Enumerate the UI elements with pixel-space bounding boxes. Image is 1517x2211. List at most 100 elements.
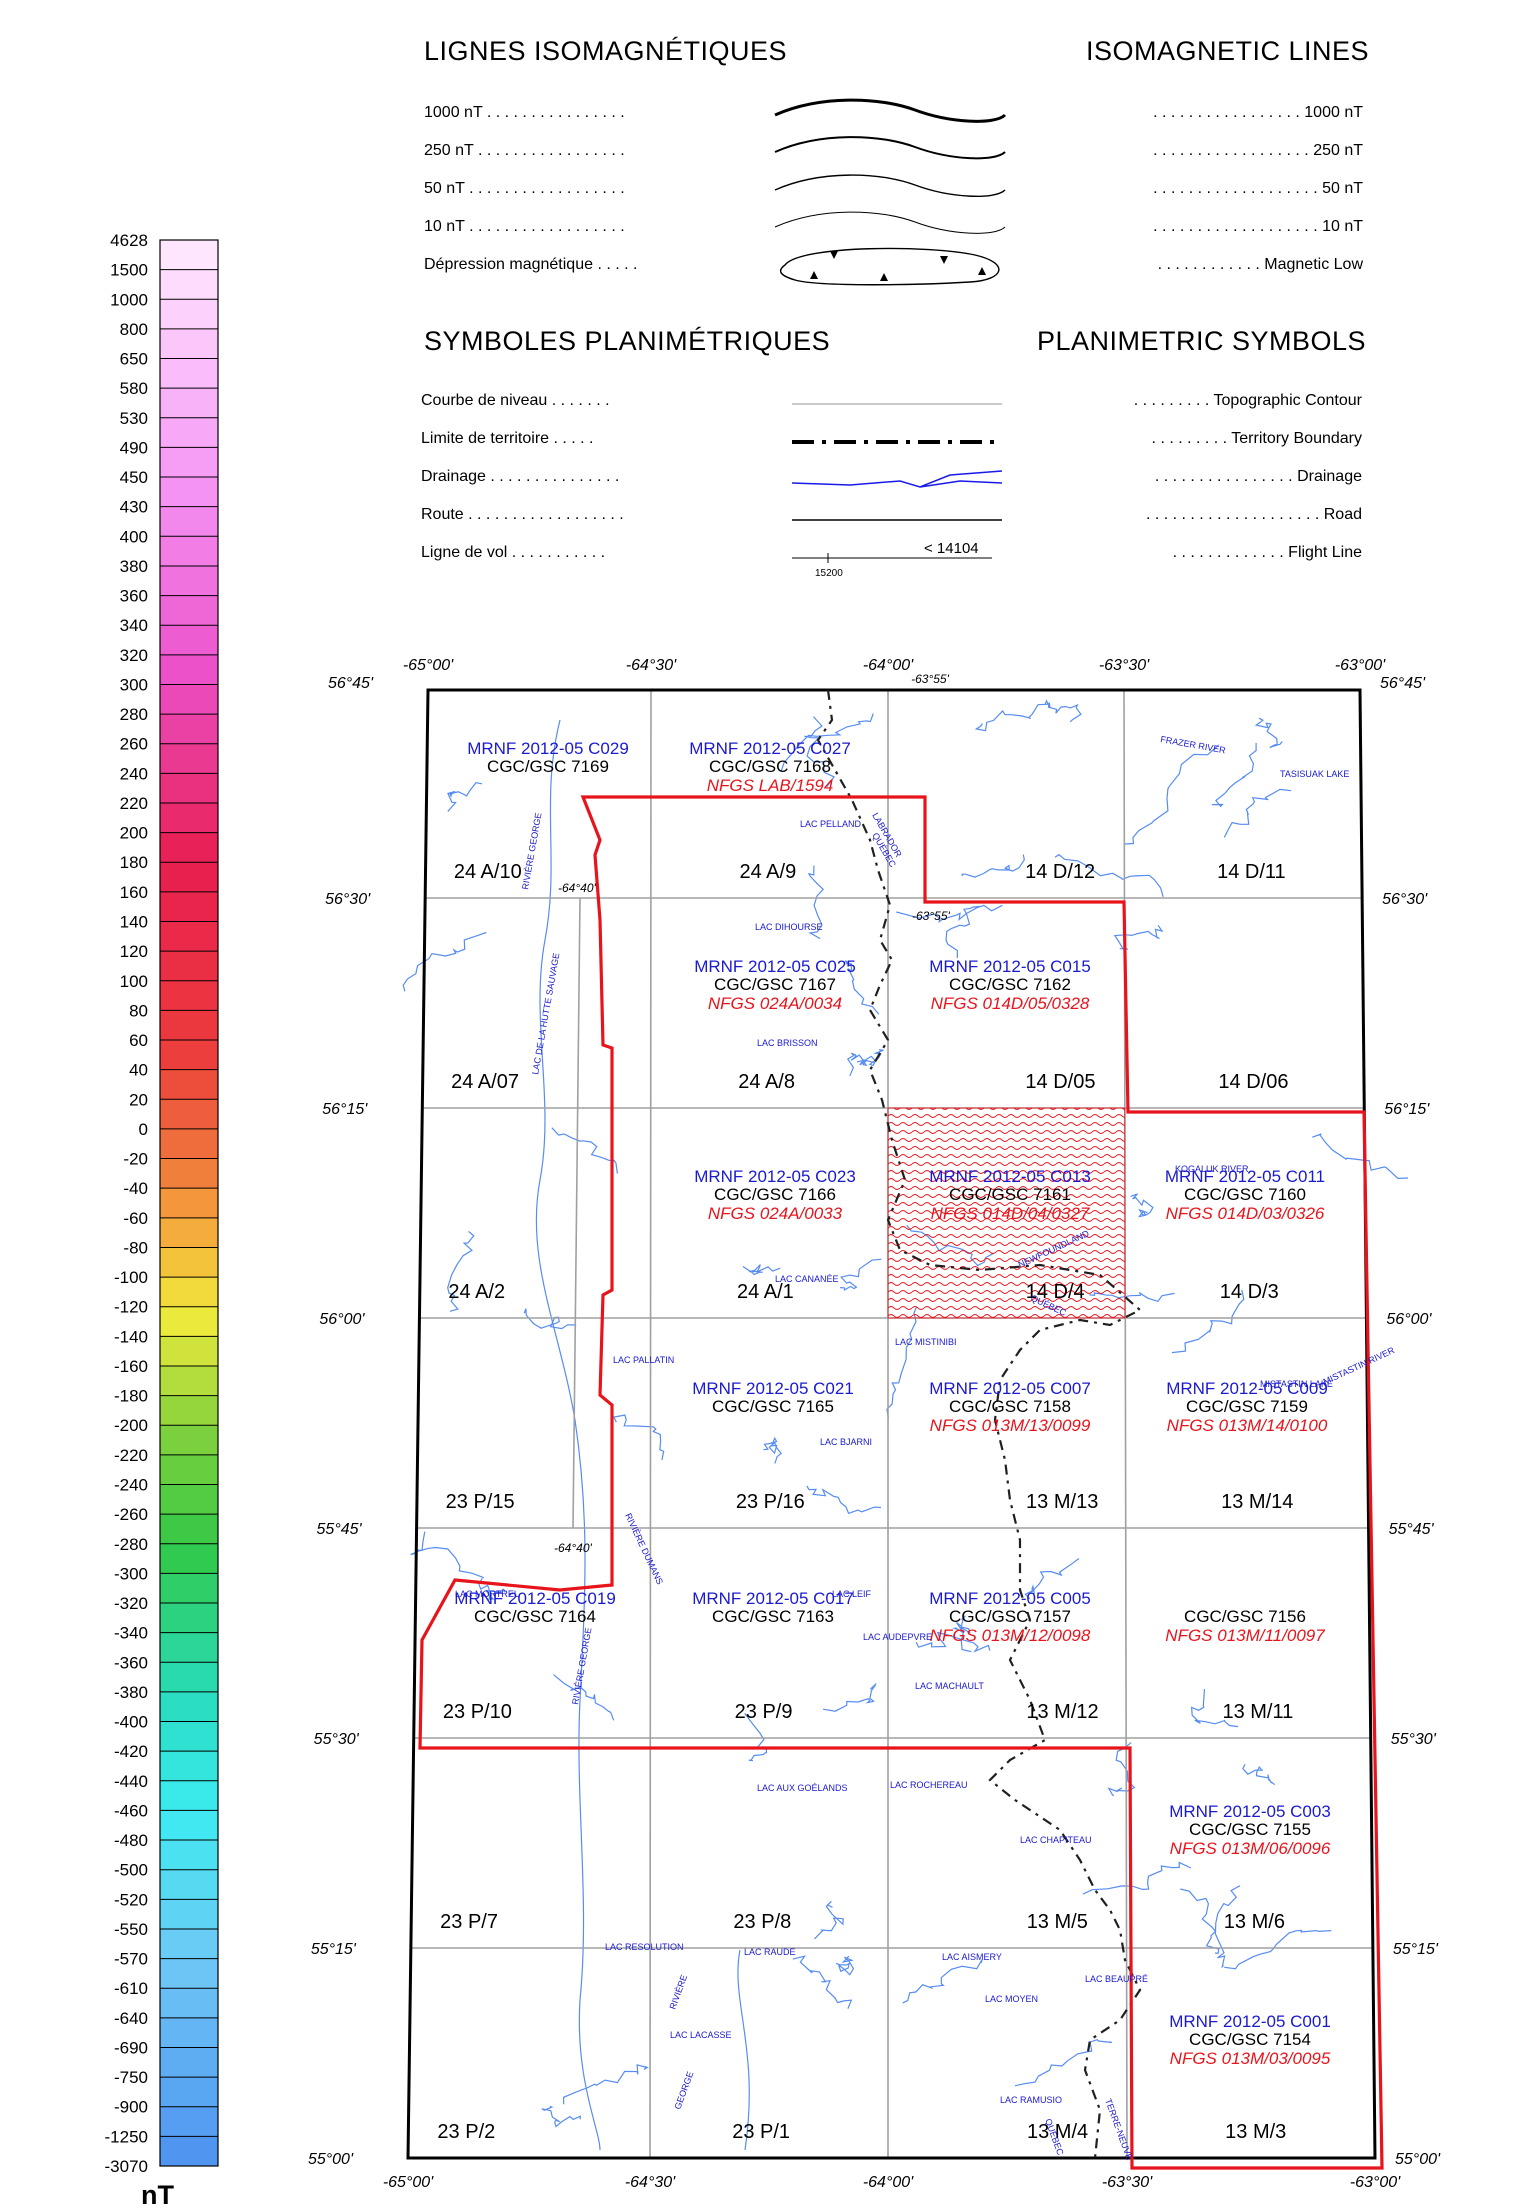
colorbar-swatch [160, 1040, 218, 1071]
gsc-label: CGC/GSC 7168 [709, 757, 831, 776]
colorbar-swatch [160, 1484, 218, 1515]
colorbar-label: -280 [114, 1535, 148, 1554]
inner-label: -64°40' [554, 1541, 592, 1555]
legend-plan-title-fr: SYMBOLES PLANIMÉTRIQUES [424, 326, 831, 356]
plan-row-fr-3: Route . . . . . . . . . . . . . . . . . … [421, 506, 624, 523]
colorbar-label: -900 [114, 2098, 148, 2117]
stream [562, 2064, 649, 2105]
colorbar-label: -180 [114, 1387, 148, 1406]
sheet-label: 13 M/6 [1224, 1911, 1285, 1933]
lat-label-left: 55°15' [311, 1941, 357, 1958]
lat-label-right: 55°30' [1391, 1731, 1437, 1748]
stream [1171, 1289, 1245, 1354]
place-name: LAC MORTREL [455, 1589, 519, 1599]
stream [763, 1436, 782, 1464]
coordinate-labels: -65°00' -64°30' -64°00' -63°30' -63°00' -63°5… [308, 657, 1441, 2191]
stream [952, 1615, 972, 1653]
stream [1312, 1133, 1409, 1180]
place-name: LAC AUX GOÉLANDS [757, 1783, 848, 1793]
colorbar-swatch [160, 2077, 218, 2108]
stream [836, 1955, 855, 1976]
place-name: TASISUAK LAKE [1280, 769, 1349, 779]
mrnf-label: MRNF 2012-05 C011 [1165, 1167, 1325, 1186]
gsc-label: CGC/GSC 7157 [949, 1607, 1071, 1626]
place-name: RIVIÈRE [667, 1973, 689, 2010]
sheet-label: 24 A/8 [738, 1071, 795, 1093]
sheet-label: 24 A/9 [739, 861, 796, 883]
plan-row-en-3: . . . . . . . . . . . . . . . . . . . . … [1145, 506, 1362, 523]
stream [1014, 2039, 1113, 2087]
stream [742, 1264, 781, 1276]
colorbar-swatch [160, 1306, 218, 1337]
stream [523, 1308, 577, 1330]
mrnf-label: MRNF 2012-05 C021 [692, 1379, 854, 1398]
place-name: LAC RESOLUTION [605, 1942, 684, 1952]
mrnf-label: MRNF 2012-05 C005 [929, 1589, 1091, 1608]
flight-line-label: < 14104 [924, 540, 979, 557]
colorbar-label: 140 [120, 913, 148, 932]
colorbar-label: 650 [120, 350, 148, 369]
colorbar-label: 300 [120, 675, 148, 694]
gsc-label: CGC/GSC 7169 [487, 757, 609, 776]
mrnf-label: MRNF 2012-05 C017 [692, 1589, 854, 1608]
lon-label-top: -64°30' [626, 657, 677, 674]
colorbar-swatch [160, 1454, 218, 1485]
colorbar-swatch [160, 743, 218, 774]
stream [844, 960, 880, 1015]
stream [541, 2105, 581, 2128]
colorbar-swatch [160, 595, 218, 626]
place-name: LAC LACASSE [670, 2030, 732, 2040]
gsc-label: CGC/GSC 7155 [1189, 1820, 1311, 1839]
colorbar-label: -240 [114, 1475, 148, 1494]
colorbar-label: 1500 [110, 261, 148, 280]
colorbar-label: -750 [114, 2068, 148, 2087]
plan-row-en-1: . . . . . . . . . Territory Boundary [1151, 430, 1362, 447]
colorbar-swatch [160, 832, 218, 863]
colorbar-label: -3070 [105, 2157, 148, 2176]
gsc-label: CGC/GSC 7158 [949, 1397, 1071, 1416]
colorbar-label: -300 [114, 1564, 148, 1583]
colorbar-label: -610 [114, 1979, 148, 1998]
colorbar-swatch [160, 1247, 218, 1278]
mrnf-label: MRNF 2012-05 C013 [929, 1167, 1091, 1186]
colorbar-label: -420 [114, 1742, 148, 1761]
place-name: KOGALUK RIVER [1175, 1164, 1249, 1174]
inner-label: -64°40' [558, 881, 596, 895]
place-name: LAC BEAUPRÉ [1085, 1974, 1148, 1984]
stream [915, 1631, 991, 1653]
colorbar-swatch [160, 1425, 218, 1456]
place-name: LAC RAMUSIO [1000, 2095, 1062, 2105]
place-name: LAC BRISSON [757, 1038, 818, 1048]
lat-label-right: 55°15' [1393, 1941, 1439, 1958]
sheet-label: 23 P/7 [440, 1911, 498, 1933]
sheet-label: 14 D/11 [1217, 861, 1286, 883]
colorbar-label: -120 [114, 1298, 148, 1317]
place-name: RIVIÈRE GEORGE [520, 812, 543, 891]
place-name: MISTASTIN LAKE [1260, 1379, 1333, 1389]
colorbar-label: 450 [120, 468, 148, 487]
stream [945, 905, 980, 959]
colorbar-label: -360 [114, 1653, 148, 1672]
gsc-label: CGC/GSC 7163 [712, 1607, 834, 1626]
nts-grid [410, 689, 1373, 2159]
colorbar-swatch [160, 1869, 218, 1900]
mrnf-label: MRNF 2012-05 C009 [1166, 1379, 1328, 1398]
plan-row-en-4: . . . . . . . . . . . . . Flight Line [1172, 544, 1362, 561]
mrnf-label: MRNF 2012-05 C019 [454, 1589, 616, 1608]
colorbar-label: 4628 [110, 231, 148, 250]
iso-row-fr-2: 50 nT . . . . . . . . . . . . . . . . . … [424, 180, 625, 197]
iso-row-en-3: . . . . . . . . . . . . . . . . . . . 10… [1153, 218, 1363, 235]
colorbar-label: 120 [120, 942, 148, 961]
plan-row-en-2: . . . . . . . . . . . . . . . . Drainage [1154, 468, 1362, 485]
stream [974, 703, 1050, 732]
colorbar-label: -550 [114, 1920, 148, 1939]
place-name: LAC BJARNI [820, 1437, 872, 1447]
iso-row-fr-1: 250 nT . . . . . . . . . . . . . . . . . [424, 142, 625, 159]
gsc-label: CGC/GSC 7161 [949, 1185, 1071, 1204]
nfgs-label: NFGS 013M/03/0095 [1170, 2049, 1331, 2068]
place-name: LAC AUDEPVRE [863, 1632, 932, 1642]
